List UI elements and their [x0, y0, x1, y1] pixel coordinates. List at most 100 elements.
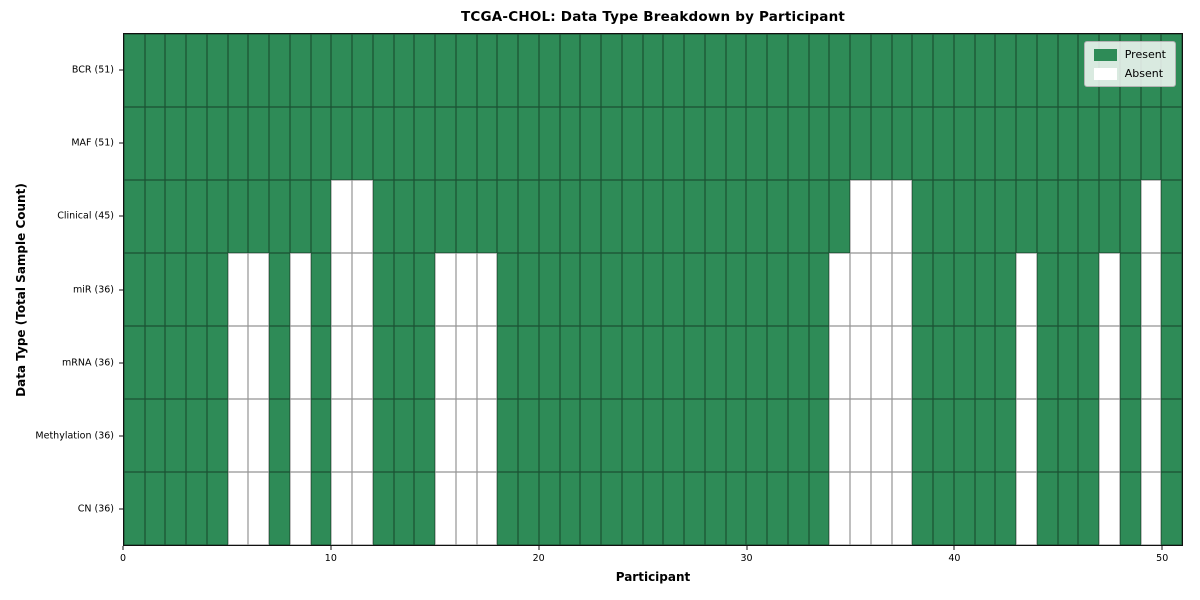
- cell-Methylation-p37: [891, 399, 913, 472]
- cell-miR-p1: [144, 253, 166, 326]
- cell-Methylation-p47: [1099, 399, 1120, 472]
- cell-MAF-p13: [393, 107, 415, 180]
- cell-miR-p29: [725, 253, 747, 326]
- cell-MAF-p44: [1036, 107, 1058, 180]
- cell-MAF-p32: [787, 107, 809, 180]
- legend-label-present: Present: [1124, 48, 1166, 61]
- cell-CN-p18: [497, 472, 519, 545]
- cell-MAF-p10: [331, 107, 353, 180]
- cell-Clinical-p42: [995, 180, 1017, 253]
- cell-MAF-p30: [746, 107, 768, 180]
- cell-mRNA-p5: [227, 326, 249, 399]
- x-tick-label-30: 30: [740, 553, 753, 564]
- cell-Clinical-p0: [124, 180, 145, 253]
- cell-miR-p6: [248, 253, 270, 326]
- cell-Clinical-p5: [227, 180, 249, 253]
- cell-Clinical-p46: [1078, 180, 1100, 253]
- cell-Clinical-p22: [580, 180, 602, 253]
- cell-Clinical-p1: [144, 180, 166, 253]
- cell-Methylation-p9: [310, 399, 332, 472]
- cell-miR-p32: [787, 253, 809, 326]
- cell-MAF-p40: [953, 107, 975, 180]
- cell-Methylation-p46: [1078, 399, 1100, 472]
- cell-Methylation-p36: [870, 399, 892, 472]
- cell-BCR-p41: [974, 34, 996, 107]
- cell-CN-p7: [269, 472, 290, 545]
- cell-CN-p5: [227, 472, 249, 545]
- cell-Clinical-p8: [289, 180, 311, 253]
- cell-MAF-p0: [124, 107, 145, 180]
- cell-BCR-p20: [538, 34, 560, 107]
- plot-area: [123, 33, 1183, 546]
- cell-mRNA-p3: [186, 326, 207, 399]
- cell-mRNA-p47: [1099, 326, 1120, 399]
- y-tick-label-miR: miR (36): [72, 284, 114, 295]
- cell-miR-p3: [186, 253, 207, 326]
- cell-Methylation-p20: [538, 399, 560, 472]
- cell-CN-p48: [1119, 472, 1141, 545]
- cell-miR-p26: [663, 253, 685, 326]
- cell-BCR-p45: [1057, 34, 1079, 107]
- cell-mRNA-p30: [746, 326, 768, 399]
- cell-miR-p7: [269, 253, 290, 326]
- cell-miR-p16: [455, 253, 477, 326]
- cell-Methylation-p42: [995, 399, 1017, 472]
- cell-MAF-p14: [414, 107, 436, 180]
- cell-MAF-p37: [891, 107, 913, 180]
- cell-CN-p6: [248, 472, 270, 545]
- cell-Clinical-p34: [829, 180, 851, 253]
- cell-CN-p30: [746, 472, 768, 545]
- cell-MAF-p46: [1078, 107, 1100, 180]
- cell-Clinical-p39: [933, 180, 954, 253]
- cell-MAF-p33: [808, 107, 830, 180]
- cell-mRNA-p7: [269, 326, 290, 399]
- cell-CN-p16: [455, 472, 477, 545]
- legend-swatch-present: [1093, 48, 1117, 61]
- cell-miR-p14: [414, 253, 436, 326]
- cell-Methylation-p21: [559, 399, 581, 472]
- cell-Clinical-p9: [310, 180, 332, 253]
- cell-BCR-p10: [331, 34, 353, 107]
- cell-MAF-p23: [601, 107, 622, 180]
- cell-CN-p49: [1140, 472, 1162, 545]
- cell-BCR-p18: [497, 34, 519, 107]
- cell-Methylation-p29: [725, 399, 747, 472]
- cell-CN-p32: [787, 472, 809, 545]
- cell-BCR-p21: [559, 34, 581, 107]
- cell-MAF-p43: [1016, 107, 1037, 180]
- cell-Methylation-p41: [974, 399, 996, 472]
- cell-Clinical-p37: [891, 180, 913, 253]
- cell-Methylation-p2: [165, 399, 187, 472]
- cell-MAF-p7: [269, 107, 290, 180]
- x-tick-mark-50: [1161, 546, 1163, 550]
- cell-mRNA-p31: [767, 326, 788, 399]
- cell-mRNA-p38: [912, 326, 934, 399]
- cell-Clinical-p40: [953, 180, 975, 253]
- cell-miR-p33: [808, 253, 830, 326]
- cell-Clinical-p24: [621, 180, 643, 253]
- cell-BCR-p34: [829, 34, 851, 107]
- cell-Methylation-p28: [704, 399, 726, 472]
- cell-mRNA-p14: [414, 326, 436, 399]
- cell-miR-p30: [746, 253, 768, 326]
- cell-CN-p1: [144, 472, 166, 545]
- cell-Methylation-p22: [580, 399, 602, 472]
- cell-mRNA-p23: [601, 326, 622, 399]
- cell-miR-p44: [1036, 253, 1058, 326]
- cell-CN-p27: [684, 472, 705, 545]
- cell-Methylation-p13: [393, 399, 415, 472]
- cell-Clinical-p16: [455, 180, 477, 253]
- cell-Clinical-p2: [165, 180, 187, 253]
- cell-MAF-p12: [372, 107, 394, 180]
- cell-mRNA-p0: [124, 326, 145, 399]
- cell-CN-p8: [289, 472, 311, 545]
- cell-BCR-p14: [414, 34, 436, 107]
- cell-BCR-p4: [206, 34, 228, 107]
- cell-Clinical-p28: [704, 180, 726, 253]
- cell-miR-p27: [684, 253, 705, 326]
- cell-CN-p42: [995, 472, 1017, 545]
- cell-mRNA-p28: [704, 326, 726, 399]
- y-tick-label-CN: CN (36): [77, 503, 114, 515]
- cell-BCR-p22: [580, 34, 602, 107]
- cell-mRNA-p11: [352, 326, 373, 399]
